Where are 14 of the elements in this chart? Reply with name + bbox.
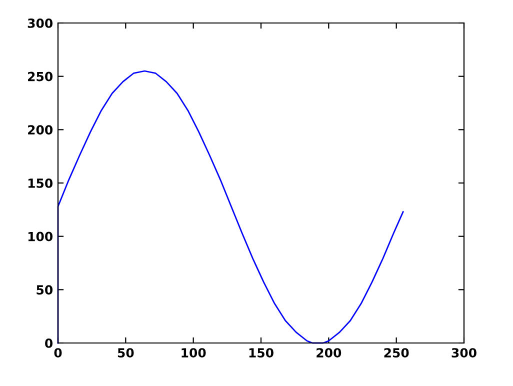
x-tick-label: 150 [249,348,274,358]
y-tick-label: 150 [28,178,53,188]
x-tick-label: 0 [54,348,62,358]
x-tick-label: 250 [384,348,409,358]
x-tick-label: 100 [182,348,206,358]
x-tick-label: 200 [316,348,342,358]
y-tick-label: 300 [28,18,53,28]
x-tick-label: 300 [452,348,476,358]
y-tick-label: 200 [28,125,53,135]
x-tick-label: 50 [118,348,134,358]
y-tick-label: 250 [28,72,53,82]
y-tick-label: 50 [36,285,53,295]
y-tick-label: 0 [45,338,53,348]
y-tick-label: 100 [28,232,53,242]
